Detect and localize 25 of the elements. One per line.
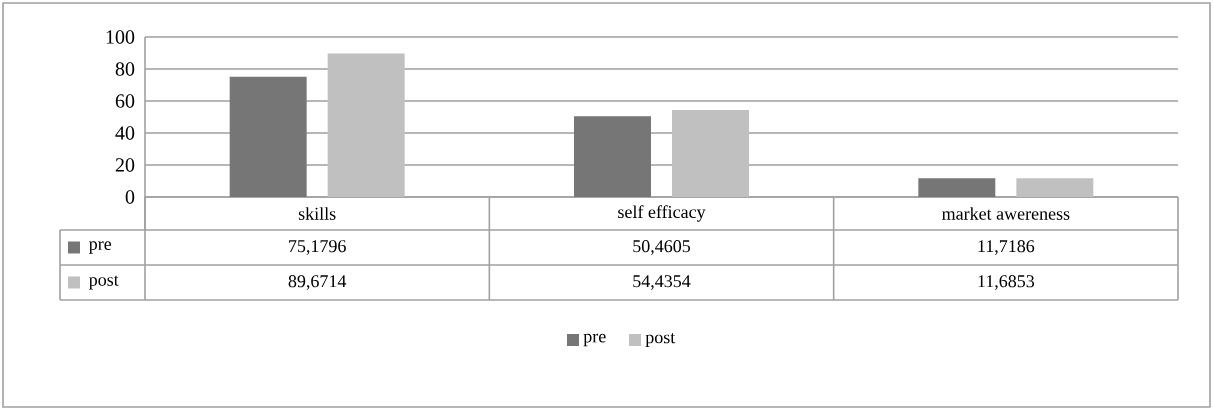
y-tick-label: 40	[115, 126, 135, 140]
data-label: 89,6714	[288, 275, 347, 290]
x-tick-label: skills	[298, 207, 336, 220]
bar	[229, 76, 307, 197]
y-tick-label: 20	[115, 158, 135, 172]
text: post	[89, 275, 119, 290]
bar	[918, 178, 996, 197]
data-label: 54,4354	[633, 275, 691, 290]
y-tick-label: 80	[115, 62, 135, 76]
bar	[1016, 178, 1094, 197]
bar	[327, 53, 405, 197]
y-tick-label: 60	[115, 94, 135, 108]
bar	[672, 109, 749, 197]
x-tick-label: self efficacy	[618, 205, 706, 222]
data-label: 11,7186	[978, 240, 1035, 255]
text: pre	[583, 333, 606, 347]
legend-label: pre	[89, 241, 112, 254]
legend-label: post	[645, 333, 676, 347]
data-label: 75,1796	[289, 240, 346, 255]
data-label: 50,4605	[633, 240, 691, 255]
bar	[574, 116, 651, 197]
x-tick-label: market awereness	[942, 207, 1070, 220]
y-tick-label: 100	[106, 30, 135, 44]
data-label: 11,6853	[978, 275, 1035, 290]
y-tick-label: 0	[125, 190, 135, 204]
